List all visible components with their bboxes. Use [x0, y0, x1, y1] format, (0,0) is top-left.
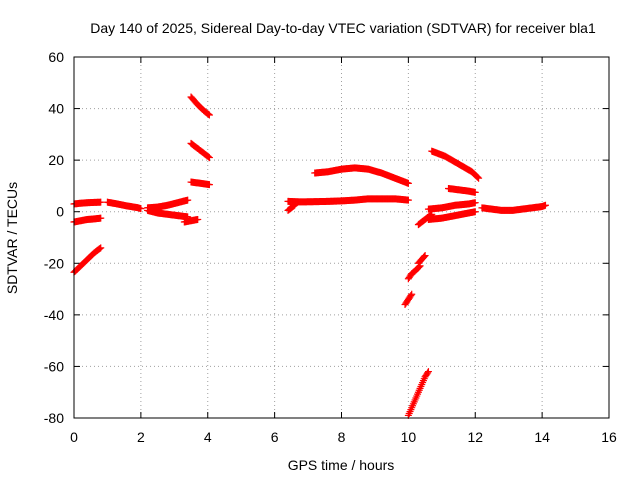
data-series-s19 — [428, 147, 483, 182]
data-point — [205, 181, 213, 189]
data-point — [205, 111, 213, 119]
data-point — [205, 154, 213, 162]
data-point — [289, 203, 297, 211]
x-axis-label: GPS time / hours — [288, 457, 395, 473]
data-point — [204, 152, 212, 160]
y-tick-labels: -80 -60 -40 -20 0 20 40 60 — [44, 49, 64, 426]
x-tick-label: 16 — [601, 429, 617, 445]
y-tick-label: -60 — [44, 358, 64, 374]
x-tick-label: 14 — [534, 429, 550, 445]
data-point — [541, 201, 549, 209]
data-point — [420, 253, 428, 261]
y-axis-label: SDTVAR / TECUs — [4, 182, 20, 294]
data-series-s7 — [180, 215, 202, 226]
data-point — [474, 173, 482, 181]
data-series-s17 — [404, 368, 432, 419]
data-series-s20 — [445, 185, 479, 196]
data-point — [473, 173, 481, 181]
data-point — [184, 196, 192, 204]
x-tick-label: 8 — [338, 429, 346, 445]
data-series-s1 — [70, 198, 105, 208]
x-tick-label: 2 — [137, 429, 145, 445]
x-tick-labels: 0 2 4 6 8 10 12 14 16 — [70, 429, 617, 445]
x-tick-label: 6 — [271, 429, 279, 445]
grid-lines — [74, 57, 609, 418]
data-point — [407, 292, 415, 300]
y-tick-label: -80 — [44, 410, 64, 426]
data-series-s16 — [414, 252, 429, 267]
data-point — [290, 202, 298, 210]
data-point — [471, 188, 479, 196]
x-tick-label: 0 — [70, 429, 78, 445]
data-point — [404, 179, 412, 187]
data-series-s2 — [70, 214, 105, 226]
data-point — [404, 196, 412, 204]
data-series-s13 — [311, 164, 412, 187]
y-tick-label: 0 — [56, 204, 64, 220]
y-tick-label: 40 — [48, 101, 64, 117]
data-point — [204, 110, 212, 118]
x-tick-label: 10 — [401, 429, 417, 445]
data-series-s12 — [284, 201, 299, 214]
data-series-s3 — [70, 244, 105, 276]
data-point — [97, 214, 105, 222]
data-point — [471, 208, 479, 216]
data-point — [424, 368, 432, 376]
data-series-s8 — [187, 93, 213, 119]
data-series-s6 — [144, 206, 192, 221]
data-point — [471, 199, 479, 207]
data-series-s5 — [144, 196, 192, 212]
data-point — [97, 198, 105, 206]
data-point — [424, 369, 432, 377]
data-series-s22 — [424, 208, 479, 223]
data-series-s11 — [284, 195, 412, 206]
data-point — [194, 215, 202, 223]
data-series-s14 — [401, 290, 416, 309]
data-point — [137, 205, 145, 213]
x-tick-label: 12 — [467, 429, 483, 445]
data-point — [291, 201, 299, 209]
data-series-s23 — [478, 201, 549, 214]
data-point — [475, 174, 483, 182]
data-series-s9 — [187, 139, 213, 162]
data-point — [97, 244, 105, 252]
y-tick-label: 60 — [48, 49, 64, 65]
plot-frame — [73, 56, 610, 419]
chart-title: Day 140 of 2025, Sidereal Day-to-day VTE… — [90, 20, 596, 36]
data-series-s4 — [103, 198, 145, 213]
data-point — [205, 153, 213, 161]
data-series-s10 — [187, 178, 213, 189]
data-point — [421, 252, 429, 260]
y-tick-label: 20 — [48, 152, 64, 168]
x-tick-label: 4 — [204, 429, 212, 445]
data-series-s21 — [424, 199, 479, 213]
data-point — [408, 290, 416, 298]
data-point — [95, 245, 103, 253]
data-point — [96, 244, 104, 252]
data-series-s15 — [404, 262, 424, 283]
y-tick-label: -40 — [44, 307, 64, 323]
data-points — [70, 93, 549, 419]
data-point — [205, 110, 213, 118]
y-tick-label: -20 — [44, 255, 64, 271]
